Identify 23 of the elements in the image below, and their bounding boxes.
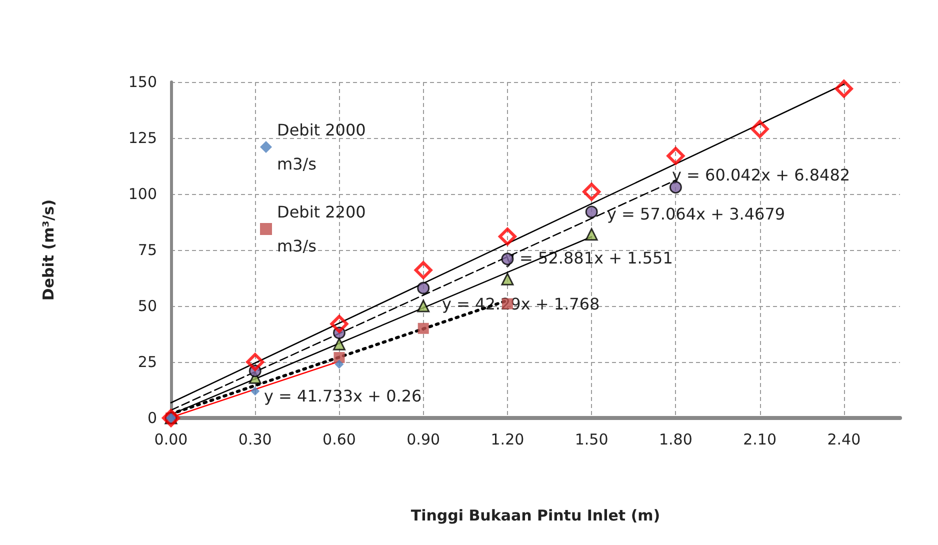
y-tick-label: 25 — [138, 353, 157, 371]
annotation: y = 41.733x + 0.26 — [264, 386, 422, 406]
x-tick-label: 1.80 — [658, 430, 692, 448]
y-tick-label: 150 — [128, 73, 157, 91]
x-tick-label: 1.20 — [490, 430, 524, 448]
x-tick-label: 2.10 — [743, 430, 777, 448]
annotation: y = 60.042x + 6.8482 — [672, 166, 850, 184]
annotation: y = 57.064x + 3.4679 — [607, 204, 786, 224]
x-tick-label: 0.90 — [406, 430, 440, 448]
x-tick-label: 0.00 — [154, 430, 188, 448]
x-tick-label: 0.30 — [238, 430, 272, 448]
legend-label: Debit 2000 m3/s — [277, 120, 371, 174]
x-tick-label: 0.60 — [322, 430, 356, 448]
y-tick-label: 125 — [128, 129, 157, 147]
x-axis-title: Tinggi Bukaan Pintu Inlet (m) — [410, 506, 660, 524]
x-tick-label: 2.40 — [827, 430, 861, 448]
y-axis-title: Debit (m³/s) — [40, 199, 58, 301]
y-tick-label: 75 — [138, 241, 157, 259]
y-tick-label: 50 — [138, 297, 157, 315]
y-tick-label: 100 — [128, 185, 157, 203]
x-tick-label: 1.50 — [574, 430, 608, 448]
y-tick-label: 0 — [147, 409, 157, 427]
legend-label: Debit 2200 m3/s — [277, 202, 371, 256]
